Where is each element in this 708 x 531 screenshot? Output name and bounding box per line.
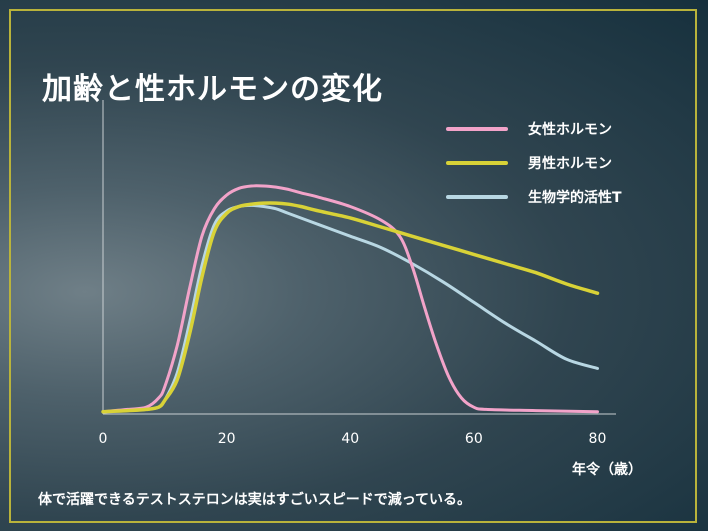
legend-label: 生物学的活性T <box>528 190 622 206</box>
legend-swatch <box>446 195 508 199</box>
legend-label: 女性ホルモン <box>528 122 612 138</box>
x-tick-labels: 0 20 40 60 80 <box>99 431 607 447</box>
series-line-1 <box>101 201 600 414</box>
x-tick-label: 60 <box>465 431 483 447</box>
x-axis-label: 年令（歳） <box>572 462 642 478</box>
series-line-0 <box>101 184 599 414</box>
slide-caption: 体で活躍できるテストステロンは実はすごいスピードで減っている。 <box>38 492 472 508</box>
legend-label: 男性ホルモン <box>528 156 612 172</box>
legend-swatch <box>446 161 508 165</box>
x-tick-label: 20 <box>218 431 236 447</box>
chart-axes <box>102 100 616 415</box>
legend-swatch <box>446 127 508 131</box>
x-tick-label: 0 <box>99 431 108 447</box>
chart-legend: 女性ホルモン 男性ホルモン 生物学的活性T <box>446 112 622 214</box>
legend-item: 生物学的活性T <box>446 180 622 214</box>
legend-item: 女性ホルモン <box>446 112 622 146</box>
legend-item: 男性ホルモン <box>446 146 622 180</box>
slide-title: 加齢と性ホルモンの変化 <box>42 72 383 107</box>
x-tick-label: 40 <box>341 431 359 447</box>
chart-series <box>101 184 600 414</box>
slide-frame <box>9 9 697 523</box>
x-tick-label: 80 <box>589 431 607 447</box>
